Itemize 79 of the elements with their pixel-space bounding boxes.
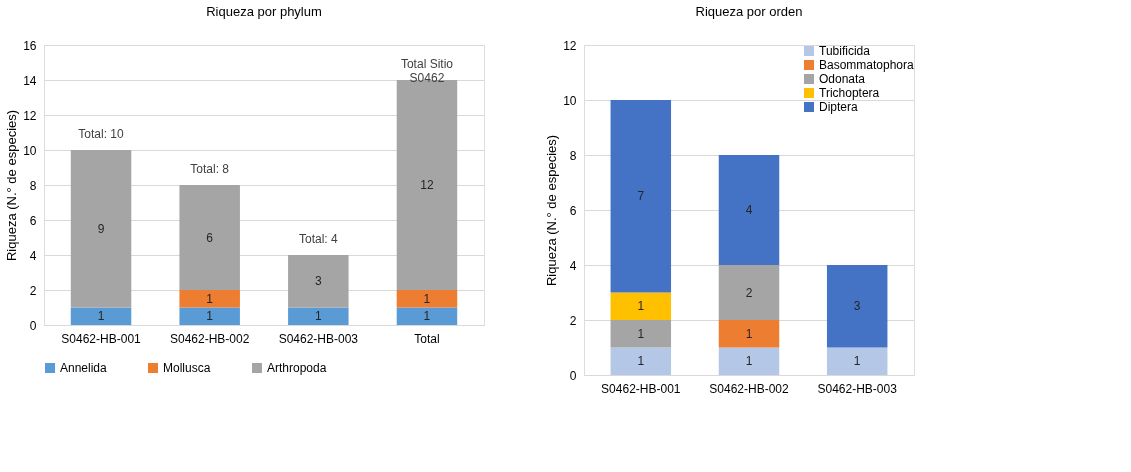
y-tick-label: 12 <box>23 108 37 123</box>
x-tick-label: S0462-HB-002 <box>169 331 250 346</box>
legend-label: Annelida <box>60 361 108 375</box>
chart-title: Riqueza por orden <box>695 4 803 19</box>
y-tick-label: 16 <box>23 38 37 53</box>
y-tick-label: 10 <box>563 93 577 108</box>
y-tick-label: 0 <box>29 318 37 333</box>
total-label: Total: 8 <box>190 162 230 176</box>
data-label: 1 <box>745 354 753 369</box>
bar <box>288 307 349 325</box>
y-tick-label: 0 <box>569 368 577 383</box>
data-label: 1 <box>637 326 645 341</box>
total-label: Total Sitio S0462 <box>400 57 454 85</box>
data-label: 4 <box>745 203 753 217</box>
chart-title: Riqueza por phylum <box>206 4 322 19</box>
data-label: 1 <box>206 291 214 306</box>
data-label: 3 <box>314 274 322 289</box>
y-tick-label: 2 <box>569 313 577 328</box>
bar <box>396 290 458 308</box>
y-axis-title: Riqueza (N.° de especies) <box>4 109 20 262</box>
y-tick-label: 6 <box>29 213 37 228</box>
bar <box>179 185 240 290</box>
bar <box>610 347 672 375</box>
x-tick-label: S0462-HB-003 <box>817 381 898 396</box>
bar <box>70 150 132 308</box>
y-tick-label: 4 <box>569 258 577 273</box>
y-tick-label: 6 <box>569 203 577 218</box>
data-label: 1 <box>637 299 645 314</box>
legend-label: Diptera <box>819 100 859 114</box>
total-label: Total: 10 <box>78 127 125 141</box>
bar <box>179 307 240 325</box>
bar <box>288 255 349 308</box>
bar <box>826 347 888 375</box>
bar <box>718 347 780 375</box>
legend-label: Trichoptera <box>819 86 880 100</box>
data-label: 12 <box>420 178 434 192</box>
x-tick-label: S0462-HB-001 <box>601 381 681 396</box>
y-tick-label: 8 <box>29 178 37 193</box>
data-label: 1 <box>206 309 214 324</box>
bar <box>179 290 240 308</box>
y-axis-title: Riqueza (N.° de especies) <box>544 134 560 287</box>
data-label: 1 <box>637 354 645 369</box>
legend-label: Arthropoda <box>267 361 327 375</box>
x-tick-label: S0462-HB-002 <box>709 381 790 396</box>
x-tick-label: S0462-HB-001 <box>61 331 142 346</box>
data-label: 1 <box>314 309 322 324</box>
y-tick-label: 4 <box>29 248 37 263</box>
data-label: 1 <box>853 354 861 369</box>
data-label: 1 <box>745 326 753 341</box>
bar <box>610 292 672 320</box>
bar <box>610 100 672 293</box>
x-tick-label: Total <box>414 331 440 346</box>
bar <box>396 80 458 290</box>
data-label: 1 <box>97 309 105 324</box>
data-label: 1 <box>423 291 431 306</box>
y-tick-label: 14 <box>23 73 37 88</box>
data-label: 9 <box>97 221 105 236</box>
y-tick-label: 2 <box>29 283 37 298</box>
bar <box>610 320 672 348</box>
data-label: 7 <box>637 189 645 204</box>
legend-label: Mollusca <box>163 361 211 375</box>
legend-label: Basommatophora <box>819 58 915 72</box>
bar <box>826 265 888 348</box>
bar <box>396 307 458 325</box>
bar <box>718 155 780 265</box>
y-tick-label: 10 <box>23 143 37 158</box>
y-tick-label: 8 <box>569 148 577 163</box>
bar <box>718 265 780 320</box>
total-label: Total: 4 <box>298 232 338 246</box>
legend-label: Tubificida <box>819 44 871 58</box>
data-label: 3 <box>853 299 861 314</box>
bar <box>70 307 132 325</box>
data-label: 2 <box>745 285 753 300</box>
data-label: 1 <box>423 309 431 324</box>
x-tick-label: S0462-HB-003 <box>278 331 359 346</box>
bar <box>718 320 780 348</box>
data-label: 6 <box>206 230 214 245</box>
legend-label: Odonata <box>819 72 866 86</box>
y-tick-label: 12 <box>563 38 577 53</box>
